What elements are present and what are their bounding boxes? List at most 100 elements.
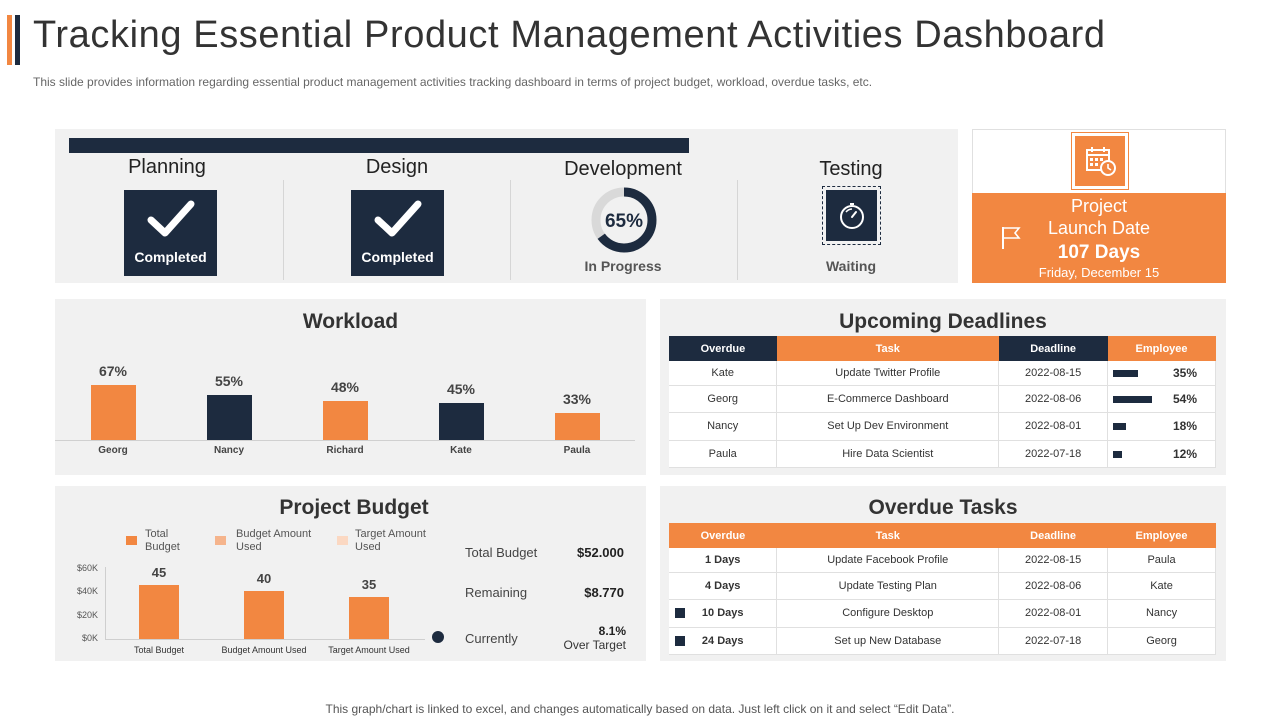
workload-bar-label: 45% (446, 381, 476, 397)
overdue-header-task: Task (776, 523, 999, 548)
legend-swatch-target-used (337, 536, 348, 545)
budget-ytick: $20K (76, 610, 98, 620)
deadlines-header-employee: Employee (1107, 336, 1216, 361)
launch-title-1: Project (1070, 196, 1128, 216)
overdue-marker-icon (675, 608, 685, 618)
legend-label-budget-used: Budget Amount Used (236, 528, 312, 553)
workload-panel (55, 299, 646, 475)
budget-ytick: $0K (81, 633, 98, 643)
deadline-employee-name: Nancy (669, 412, 778, 441)
budget-bar-label: 40 (256, 571, 272, 586)
budget-total-label: Total Budget (465, 545, 538, 560)
budget-ytick: $60K (76, 563, 98, 573)
budget-remaining-label: Remaining (465, 585, 528, 600)
launch-date: Friday, December 15 (1038, 265, 1160, 280)
deadline-progress-value: 12% (1172, 446, 1197, 461)
deadlines-header-deadline: Deadline (998, 336, 1108, 361)
stage-name-testing: Testing (819, 158, 883, 180)
stage-box-planning: Completed (124, 190, 217, 276)
stage-divider (737, 180, 738, 280)
workload-bar (207, 395, 252, 440)
table-row: Georg E-Commerce Dashboard 2022-08-06 54% (669, 385, 1216, 413)
table-row: Paula Hire Data Scientist 2022-07-18 12% (669, 440, 1216, 468)
deadline-progress-value: 54% (1172, 391, 1197, 406)
workload-category-label: Nancy (213, 445, 244, 456)
stage-status-design: Completed (361, 249, 434, 265)
overdue-days-cell: 10 Days (669, 599, 778, 628)
flag-icon (1002, 227, 1021, 249)
deadline-progress-value: 18% (1172, 419, 1197, 433)
budget-category-label: Target Amount Used (328, 645, 410, 655)
overdue-days-cell: 4 Days (669, 572, 778, 600)
currently-dot (432, 631, 444, 643)
deadline-employee-name: Paula (669, 440, 778, 468)
stage-divider (510, 180, 511, 280)
workload-bar-label: 55% (214, 373, 244, 389)
budget-category-label: Budget Amount Used (221, 645, 307, 655)
overdue-employee: Kate (1107, 572, 1216, 600)
workload-bar (323, 401, 368, 440)
overdue-days: 1 Days (704, 553, 741, 566)
overdue-days: 24 Days (701, 634, 744, 647)
overdue-employee: Nancy (1107, 599, 1216, 628)
deadline-employee-name: Georg (669, 385, 778, 413)
legend-swatch-total-budget (126, 536, 137, 545)
budget-ytick: $40K (76, 586, 98, 596)
legend-label-target-used: Target Amount Used (355, 528, 426, 553)
table-row: 1 Days Update Facebook Profile 2022-08-15 P… (669, 548, 1216, 573)
overdue-header-deadline: Deadline (998, 523, 1108, 548)
launch-days: 107 Days (1057, 242, 1141, 263)
workload-bar (555, 413, 600, 440)
overdue-task: Configure Desktop (776, 599, 1000, 628)
overdue-task: Update Testing Plan (776, 572, 1000, 600)
overdue-days-cell: 24 Days (669, 627, 778, 655)
stage-divider (283, 180, 284, 280)
deadlines-header-overdue: Overdue (669, 336, 777, 361)
progress-value: 65% (605, 211, 643, 232)
budget-category-label: Total Budget (133, 645, 185, 655)
budget-yaxis (105, 567, 106, 639)
workload-category-label: Paula (563, 445, 591, 456)
deadlines-title: Upcoming Deadlines (839, 310, 1047, 333)
deadline-task: Set Up Dev Environment (776, 412, 1000, 441)
workload-title: Workload (302, 310, 399, 333)
stages-progress-bar (69, 138, 689, 153)
deadline-progress-bar (1113, 450, 1123, 458)
workload-bar-label: 67% (98, 363, 128, 379)
title-accent-navy (15, 15, 20, 65)
budget-total-value: $52.000 (577, 545, 624, 560)
stopwatch-icon (840, 203, 864, 229)
page-title: Tracking Essential Product Management Ac… (33, 14, 1106, 56)
budget-title: Project Budget (279, 496, 429, 519)
stage-name-development: Development (564, 158, 682, 180)
legend-label-total-budget: Total Budget (145, 528, 180, 553)
deadlines-header-task: Task (776, 336, 999, 361)
launch-card-top (972, 129, 1226, 194)
launch-card: Project Launch Date 107 Days Friday, Dec… (972, 193, 1226, 283)
progress-donut: 65% (591, 187, 657, 253)
overdue-header-employee: Employee (1107, 523, 1216, 548)
workload-axis (55, 440, 635, 441)
overdue-deadline: 2022-08-01 (998, 599, 1109, 628)
deadline-progress-value: 35% (1172, 365, 1197, 380)
budget-currently-label: Currently (465, 631, 518, 646)
overdue-marker-icon (675, 635, 685, 646)
overdue-deadline: 2022-08-06 (998, 572, 1109, 600)
deadline-date: 2022-08-01 (998, 412, 1109, 441)
workload-category-label: Richard (326, 445, 364, 456)
check-icon (147, 200, 195, 237)
deadline-progress-cell: 12% (1107, 440, 1216, 468)
calendar-clock-icon (1086, 147, 1116, 176)
deadlines-table: Overdue Task Deadline Employee Kate Updat… (669, 336, 1216, 468)
overdue-days: 4 Days (704, 579, 741, 592)
stage-name-planning: Planning (128, 156, 206, 178)
workload-bar-label: 33% (562, 391, 592, 407)
deadline-date: 2022-08-06 (998, 385, 1109, 413)
budget-bar (349, 597, 389, 639)
overdue-days: 10 Days (701, 607, 744, 619)
table-row: Kate Update Twitter Profile 2022-08-15 35% (669, 361, 1216, 386)
workload-bar (439, 403, 484, 440)
workload-category-label: Kate (450, 445, 472, 456)
deadline-progress-cell: 18% (1107, 412, 1216, 441)
deadline-progress-bar (1113, 369, 1139, 377)
